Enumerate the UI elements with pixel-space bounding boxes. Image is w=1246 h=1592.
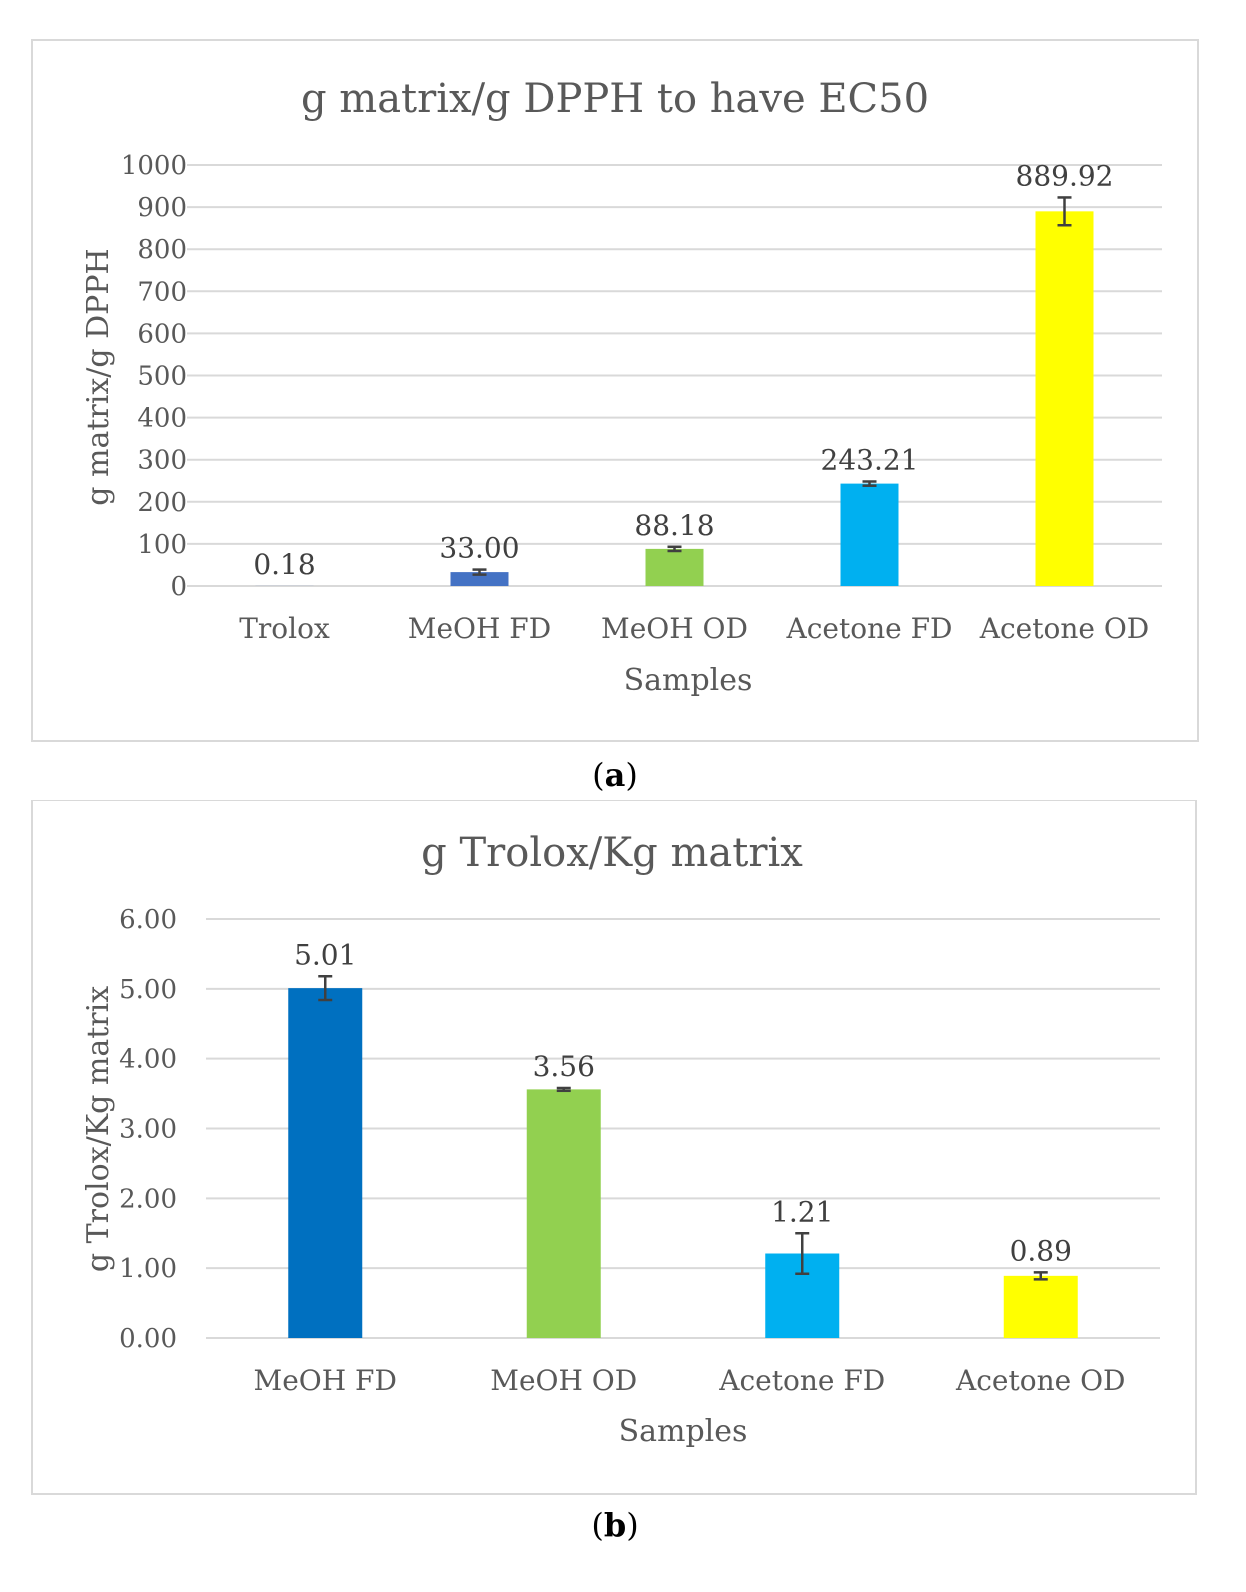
chart-a-y-tick-label: 100 [137, 530, 187, 560]
chart-a-data-label: 243.21 [821, 444, 919, 477]
chart-b-x-tick-label: MeOH FD [254, 1364, 397, 1397]
chart-a-bar [450, 572, 509, 586]
chart-a-y-tick-label: 500 [137, 362, 187, 392]
chart-b-error-bar [795, 1232, 810, 1276]
chart-a-frame [31, 39, 1199, 742]
chart-a-x-axis-title: Samples [624, 663, 753, 698]
chart-a-bar [1035, 211, 1094, 586]
chart-a-y-tick-label: 400 [137, 404, 187, 434]
chart-a-title: g matrix/g DPPH to have EC50 [301, 76, 929, 122]
caption-a: (a) [592, 756, 638, 794]
chart-b-y-tick-label: 2.00 [119, 1184, 177, 1214]
chart-a-data-label: 33.00 [439, 532, 519, 565]
chart-b-data-label: 0.89 [1010, 1234, 1072, 1267]
chart-b-y-tick-label: 6.00 [119, 905, 177, 935]
chart-a-y-tick-label: 300 [137, 446, 187, 476]
chart-b-error-bar [318, 975, 333, 1002]
chart-b-data-label: 5.01 [294, 938, 356, 971]
caption-a-open: ( [592, 756, 604, 794]
chart-a-data-label: 889.92 [1016, 159, 1114, 192]
chart-a-y-tick-label: 600 [137, 319, 187, 349]
chart-a-error-bar [472, 568, 487, 576]
chart-a-error-bar [667, 545, 682, 553]
chart-a-x-tick-label: Acetone FD [786, 612, 953, 645]
chart-b-data-label: 1.21 [771, 1195, 833, 1228]
chart-a-bar [840, 483, 899, 586]
chart-b-x-tick-label: Acetone OD [955, 1364, 1126, 1397]
chart-a-y-tick-label: 200 [137, 488, 187, 518]
caption-a-close: ) [625, 756, 637, 794]
chart-b-y-axis-title: g Trolox/Kg matrix [81, 986, 116, 1272]
chart-a-data-label: 0.18 [253, 548, 315, 581]
chart-a-y-tick-label: 1000 [121, 151, 187, 181]
chart-a-y-tick-label: 800 [137, 235, 187, 265]
chart-b-x-axis-title: Samples [619, 1414, 748, 1449]
chart-b-frame [31, 800, 1197, 1495]
chart-b-y-tick-label: 4.00 [119, 1045, 177, 1075]
chart-a-y-tick-label: 700 [137, 277, 187, 307]
chart-a-bar [645, 548, 704, 586]
chart-b-error-bar [556, 1086, 571, 1093]
chart-b-y-tick-label: 3.00 [119, 1115, 177, 1145]
chart-panel-a: g matrix/g DPPH to have EC50 0 100 200 300 4… [31, 39, 1199, 794]
chart-b-y-tick-label: 1.00 [119, 1254, 177, 1284]
chart-b-x-tick-label: MeOH OD [490, 1364, 637, 1397]
chart-a-error-bar [1057, 196, 1072, 227]
chart-b-bar [1003, 1275, 1078, 1338]
caption-b-letter: b [604, 1506, 626, 1544]
chart-a-x-tick-label: MeOH OD [601, 612, 748, 645]
chart-a-x-tick-label: Acetone OD [979, 612, 1150, 645]
chart-a-x-tick-label: MeOH FD [408, 612, 551, 645]
chart-b-data-label: 3.56 [533, 1050, 595, 1083]
chart-a-y-axis-title: g matrix/g DPPH [81, 248, 116, 505]
chart-a-y-tick-label: 900 [137, 193, 187, 223]
chart-a-error-bar [862, 480, 877, 487]
chart-b-error-bar [1033, 1271, 1048, 1281]
caption-b: (b) [591, 1506, 638, 1544]
chart-b-y-tick-label: 0.00 [119, 1324, 177, 1354]
chart-b-y-tick-label: 5.00 [119, 975, 177, 1005]
chart-b: g Trolox/Kg matrix 0.00 1.00 2.00 3.00 4.00 5… [31, 800, 1197, 1544]
chart-a-data-label: 88.18 [634, 509, 714, 542]
chart-b-x-tick-label: Acetone FD [718, 1364, 885, 1397]
chart-a: g matrix/g DPPH to have EC50 0 100 200 300 4… [31, 39, 1199, 794]
chart-b-bar [288, 988, 363, 1338]
caption-a-letter: a [605, 756, 626, 794]
chart-panel-b: g Trolox/Kg matrix 0.00 1.00 2.00 3.00 4.00 5… [0, 800, 1246, 1592]
chart-a-x-tick-label: Trolox [239, 612, 330, 645]
chart-b-title: g Trolox/Kg matrix [421, 830, 803, 876]
chart-a-y-tick-label: 0 [170, 572, 187, 602]
caption-b-close: ) [626, 1506, 638, 1544]
caption-b-open: ( [591, 1506, 603, 1544]
chart-b-bar [526, 1089, 601, 1338]
